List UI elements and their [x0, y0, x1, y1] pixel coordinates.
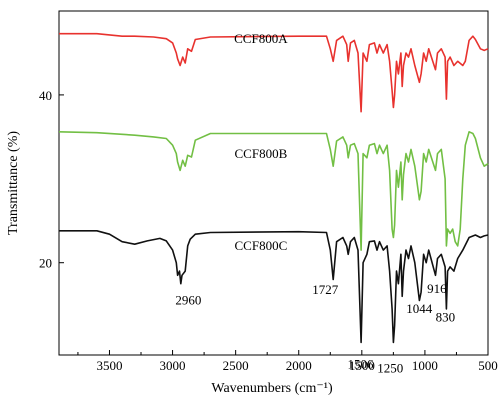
x-tick-label: 1000 [412, 358, 438, 373]
x-tick-label: 2500 [223, 358, 249, 373]
peak-annotation: 1727 [312, 282, 339, 297]
y-tick-label: 40 [39, 88, 52, 103]
x-axis-title: Wavenumbers (cm⁻¹) [211, 381, 333, 396]
x-axis: 3500 3000 2500 2000 1500 1000 500 [77, 350, 498, 373]
peak-annotation: 916 [427, 281, 447, 296]
x-tick-label: 500 [478, 358, 498, 373]
peak-annotations: 2960 1727 1506 1250 1044 916 830 [175, 281, 455, 376]
series-label: CCF800B [235, 146, 288, 161]
series-lines [58, 32, 489, 344]
peak-annotation: 1044 [406, 301, 433, 316]
series-line-ccf800c [59, 230, 489, 344]
series-line-ccf800a [59, 32, 489, 113]
series-label: CCF800C [235, 238, 288, 253]
x-tick-label: 1500 [349, 358, 375, 373]
series-line-ccf800b [58, 131, 489, 251]
x-tick-label: 3000 [160, 358, 186, 373]
y-tick-label: 20 [39, 256, 52, 271]
series-label: CCF800A [234, 31, 288, 46]
x-tick-label: 2000 [286, 358, 312, 373]
plot-frame [58, 10, 489, 356]
peak-annotation: 1250 [377, 361, 403, 376]
x-tick-label: 3500 [96, 358, 122, 373]
peak-annotation: 830 [436, 309, 456, 324]
peak-annotation: 1506 [348, 356, 375, 371]
series-labels: CCF800A CCF800B CCF800C [234, 31, 288, 253]
y-axis-title: Transmittance (%) [6, 131, 21, 235]
peak-annotation: 2960 [175, 293, 201, 308]
